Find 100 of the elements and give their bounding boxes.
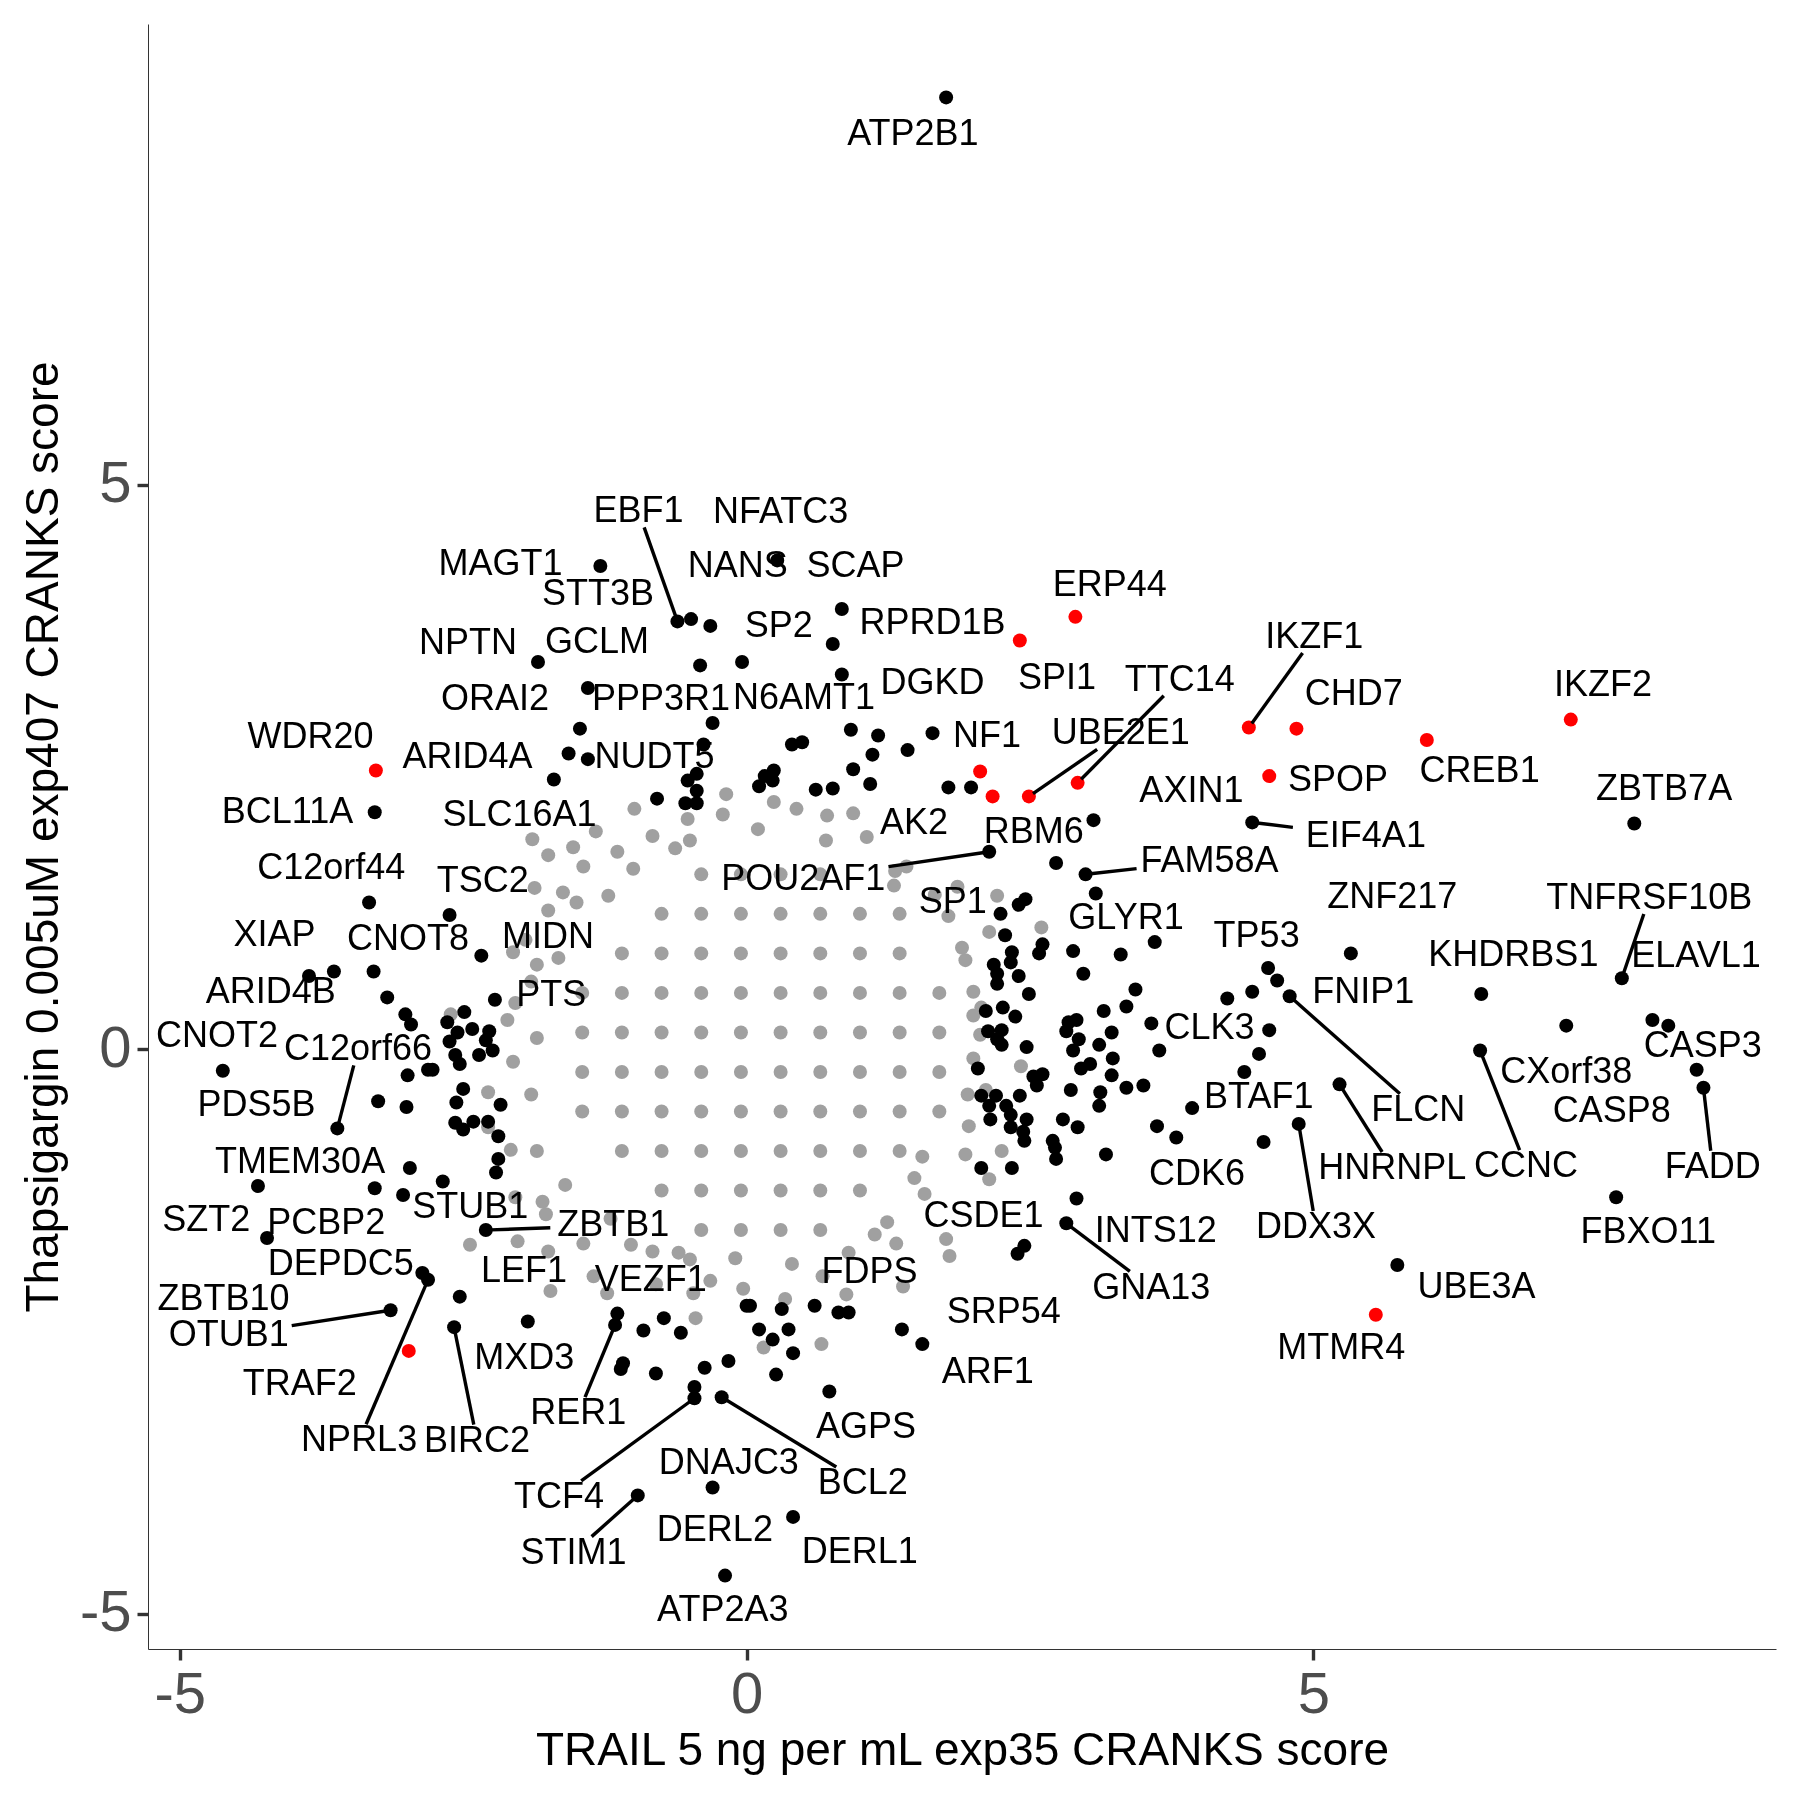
annotation: DERL1 xyxy=(801,1530,918,1572)
point xyxy=(1070,775,1085,790)
y-tick-label: 5 xyxy=(99,449,132,515)
annotation: BCL11A xyxy=(221,790,354,832)
annotation: CREB1 xyxy=(1419,748,1540,790)
annotation: INTS12 xyxy=(1094,1208,1217,1250)
annotation: STUB1 xyxy=(412,1184,529,1226)
annotation: HNRNPL xyxy=(1318,1146,1467,1188)
annotation: ZNF217 xyxy=(1327,875,1458,917)
annotation: BCL2 xyxy=(817,1461,908,1503)
annotation: CCNC xyxy=(1474,1144,1579,1186)
annotation: FLCN xyxy=(1371,1087,1466,1129)
annotation: PTS xyxy=(516,973,587,1015)
annotation: BIRC2 xyxy=(424,1418,531,1460)
annotation: CDK6 xyxy=(1148,1152,1245,1194)
annotation: SRP54 xyxy=(946,1290,1061,1332)
annotation: NPTN xyxy=(418,620,517,662)
annotation: UBE3A xyxy=(1417,1264,1536,1306)
annotation: SPOP xyxy=(1288,757,1389,799)
point xyxy=(1262,769,1277,784)
annotation: RBM6 xyxy=(983,809,1084,851)
annotation: CNOT2 xyxy=(156,1014,279,1056)
annotation: SPI1 xyxy=(1017,656,1096,698)
annotation: AGPS xyxy=(816,1405,917,1447)
annotation: PCBP2 xyxy=(267,1200,386,1242)
point xyxy=(1012,633,1027,648)
annotation: TTC14 xyxy=(1124,657,1235,699)
annotation: EIF4A1 xyxy=(1305,814,1426,856)
annotation: SP2 xyxy=(744,603,813,645)
annotation: DGKD xyxy=(880,660,985,702)
annotation: PDS5B xyxy=(197,1082,316,1124)
annotation: IKZF1 xyxy=(1265,614,1364,656)
annotation: DDX3X xyxy=(1255,1205,1376,1247)
annotation: DNAJC3 xyxy=(658,1440,799,1482)
annotation: NF1 xyxy=(953,713,1022,755)
annotation: MIDN xyxy=(501,915,594,957)
point xyxy=(1021,789,1036,804)
annotation: ORAI2 xyxy=(440,676,550,718)
annotation: ARID4A xyxy=(402,734,533,776)
annotation: CNOT8 xyxy=(347,917,470,959)
point xyxy=(1241,720,1256,735)
annotation: CHD7 xyxy=(1304,672,1403,714)
x-tick-label: 0 xyxy=(730,1659,764,1725)
point xyxy=(368,763,383,778)
point xyxy=(1368,1307,1383,1322)
x-tick-label: 5 xyxy=(1297,1659,1331,1725)
annotation: MTMR4 xyxy=(1277,1326,1406,1368)
annotation: MXD3 xyxy=(474,1336,575,1378)
annotation: NPRL3 xyxy=(301,1418,418,1460)
y-tick-label: -5 xyxy=(79,1578,132,1644)
annotation: IKZF2 xyxy=(1553,663,1652,705)
annotation: CASP3 xyxy=(1643,1024,1762,1066)
annotation: DERL2 xyxy=(656,1507,773,1549)
annotation: CXorf38 xyxy=(1500,1049,1633,1091)
x-tick-label: -5 xyxy=(154,1659,207,1725)
point xyxy=(401,1343,416,1358)
annotation: ARF1 xyxy=(941,1349,1034,1391)
annotation: LEF1 xyxy=(481,1249,568,1291)
y-axis-title: Thapsigargin 0.005uM exp407 CRANKS score xyxy=(15,361,68,1313)
annotation: FADD xyxy=(1664,1144,1761,1186)
annotation: AK2 xyxy=(879,800,948,842)
y-tick-label: 0 xyxy=(99,1013,132,1079)
point xyxy=(1419,732,1434,747)
point xyxy=(985,789,1000,804)
annotation: ZBTB7A xyxy=(1596,767,1733,809)
annotation: ARID4B xyxy=(205,970,336,1012)
annotation: VEZF1 xyxy=(594,1258,707,1300)
annotation: FBXO11 xyxy=(1580,1209,1716,1251)
annotation: RPRD1B xyxy=(859,601,1006,643)
annotation: FAM58A xyxy=(1140,838,1279,880)
annotation: ATP2B1 xyxy=(847,112,979,154)
annotation: SCAP xyxy=(806,544,905,586)
annotation: TCF4 xyxy=(513,1475,604,1517)
annotation: ATP2A3 xyxy=(657,1588,789,1630)
annotation: BTAF1 xyxy=(1204,1074,1314,1116)
annotation: EBF1 xyxy=(593,489,684,531)
annotation: RER1 xyxy=(530,1391,627,1433)
annotation: KHDRBS1 xyxy=(1428,933,1599,974)
annotation: TSC2 xyxy=(436,858,529,900)
annotation: GNA13 xyxy=(1092,1265,1211,1307)
annotation: TP53 xyxy=(1213,913,1300,955)
annotation: SP1 xyxy=(918,880,987,922)
annotation: ERP44 xyxy=(1052,562,1167,604)
annotation: GLYR1 xyxy=(1068,895,1184,937)
annotation: GCLM xyxy=(545,620,650,662)
annotation: WDR20 xyxy=(247,715,374,757)
point xyxy=(1289,721,1304,736)
x-axis-title: TRAIL 5 ng per mL exp35 CRANKS score xyxy=(535,1722,1390,1775)
annotation: C12orf44 xyxy=(257,846,406,888)
point xyxy=(1068,609,1083,624)
annotation: POU2AF1 xyxy=(721,857,886,899)
annotation: TNFRSF10B xyxy=(1546,875,1753,917)
annotation: AXIN1 xyxy=(1139,769,1244,811)
annotation: FDPS xyxy=(821,1250,918,1292)
annotation: SLC16A1 xyxy=(442,793,597,835)
annotation: CASP8 xyxy=(1552,1089,1671,1131)
point xyxy=(973,764,988,779)
annotation: PPP3R1 xyxy=(592,676,731,718)
annotation: N6AMT1 xyxy=(733,675,876,717)
annotation: STIM1 xyxy=(520,1530,627,1572)
